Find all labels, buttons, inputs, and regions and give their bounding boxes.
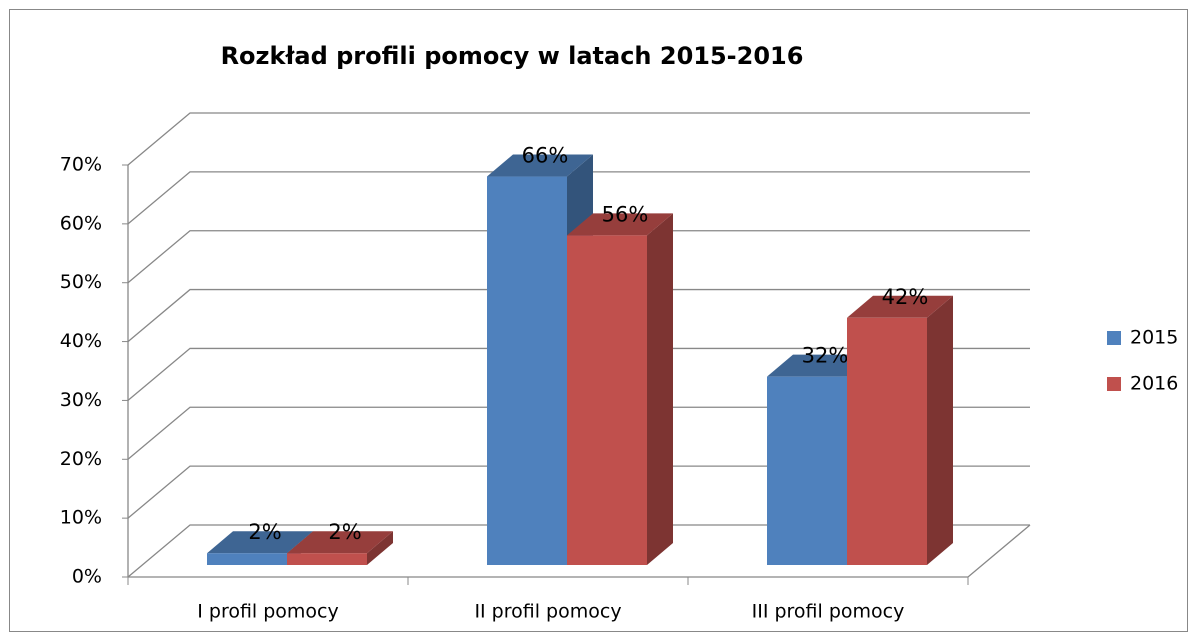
y-tick-label: 40% [60, 330, 102, 352]
legend-swatch [1107, 331, 1121, 345]
bar [567, 235, 647, 565]
bar [287, 553, 367, 565]
bar [767, 376, 847, 565]
grid-line [127, 347, 1030, 401]
bar-top [487, 154, 593, 177]
y-tick-label: 20% [60, 448, 102, 470]
bar-top [767, 354, 873, 377]
bar [207, 553, 287, 565]
y-tick-label: 70% [60, 154, 102, 176]
legend-swatch [1107, 377, 1121, 391]
grid-line [127, 288, 1030, 343]
data-label: 32% [802, 344, 849, 368]
grid-line [127, 465, 1030, 519]
legend-label: 2015 [1130, 327, 1178, 349]
x-tick-label: III profil pomocy [752, 601, 905, 623]
bar-top [847, 295, 953, 318]
grid-line [127, 230, 1030, 284]
bar-side [927, 295, 953, 565]
y-tick-label: 30% [60, 389, 102, 411]
bar [847, 317, 927, 565]
data-label: 66% [522, 144, 569, 168]
x-tick-label: II profil pomocy [474, 601, 621, 623]
grid-line [127, 406, 1030, 460]
y-tick-label: 10% [60, 507, 102, 529]
legend-label: 2016 [1130, 373, 1178, 395]
bar-side [647, 213, 673, 565]
bar [487, 176, 567, 566]
data-label: 2% [328, 520, 361, 544]
data-label: 42% [882, 285, 929, 309]
data-label: 56% [602, 202, 649, 226]
grid-line [127, 524, 1030, 578]
bar-top [567, 213, 673, 236]
bar-top [207, 531, 313, 554]
data-label: 2% [248, 520, 281, 544]
bar-side [367, 531, 393, 565]
chart-title: Rozkład profili pomocy w latach 2015-201… [221, 42, 804, 70]
y-tick-label: 50% [60, 271, 102, 293]
x-tick-label: I profil pomocy [197, 601, 339, 623]
bar-top [287, 531, 393, 554]
grid-line [127, 112, 1030, 166]
grid-line [127, 171, 1030, 225]
y-tick-label: 60% [60, 212, 102, 234]
y-tick-label: 0% [72, 566, 102, 588]
